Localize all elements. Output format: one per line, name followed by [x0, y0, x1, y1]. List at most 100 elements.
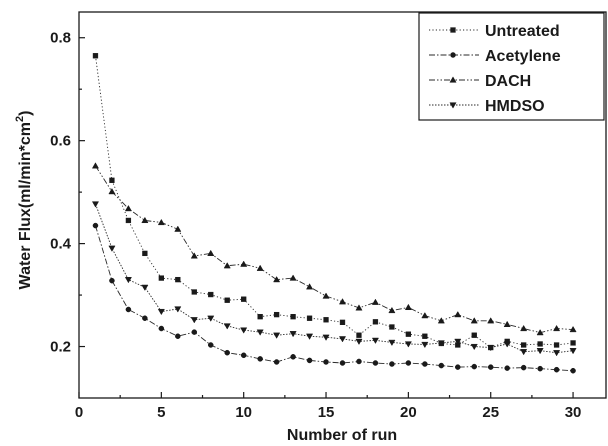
data-point-square — [175, 276, 181, 283]
y-tick-label: 0.4 — [50, 236, 72, 253]
x-axis-title: Number of run — [287, 427, 397, 444]
data-point-circle — [142, 315, 148, 321]
data-point-triangle-down — [470, 343, 478, 351]
data-point-square — [109, 177, 115, 183]
data-point-triangle-up — [91, 162, 100, 169]
data-point-triangle-up — [273, 276, 281, 283]
y-axis-ticks: 0.2 0.4 0.6 0.8 — [50, 30, 85, 356]
plot-area-border — [78, 11, 607, 399]
data-point-circle — [257, 356, 263, 362]
data-point-triangle-up — [404, 303, 412, 311]
data-point-circle — [389, 361, 395, 367]
data-point-circle — [323, 359, 329, 365]
data-point-triangle-down — [124, 277, 132, 284]
data-point-triangle-up — [223, 262, 231, 269]
data-point-square — [356, 332, 362, 338]
data-point-triangle-up — [306, 283, 314, 290]
data-point-triangle-down — [141, 284, 149, 291]
data-point-triangle-up — [470, 317, 478, 324]
data-point-triangle-up — [520, 324, 528, 332]
data-point-triangle-up — [141, 216, 149, 224]
data-point-square — [208, 291, 214, 298]
x-tick-label: 10 — [235, 404, 252, 421]
y-axis-title-main: Water Flux(ml/min*cm — [17, 122, 34, 289]
data-point-triangle-down — [338, 336, 347, 343]
data-point-circle — [438, 362, 445, 369]
data-point-square — [224, 297, 230, 303]
series-layer — [91, 53, 577, 374]
data-point-triangle-down — [553, 350, 561, 357]
data-point-square — [125, 217, 132, 224]
data-point-triangle-down — [273, 332, 281, 339]
data-point-square — [471, 332, 477, 338]
data-point-circle — [405, 360, 412, 366]
data-point-triangle-up — [437, 317, 445, 324]
series-line — [95, 203, 574, 354]
data-point-triangle-down — [536, 348, 544, 355]
legend-label: Acetylene — [485, 48, 561, 65]
data-point-circle — [570, 367, 576, 374]
data-point-triangle-up — [124, 204, 132, 212]
data-point-square — [372, 319, 379, 325]
data-point-triangle-up — [487, 317, 495, 324]
legend-item-untreated: Untreated — [429, 23, 560, 40]
data-point-triangle-up — [190, 252, 198, 259]
data-point-circle — [273, 359, 280, 365]
data-point-triangle-up — [240, 260, 248, 267]
data-point-square — [257, 314, 263, 320]
data-point-circle — [191, 329, 198, 335]
data-point-triangle-down — [454, 338, 462, 346]
data-point-triangle-down — [520, 349, 528, 356]
x-tick-label: 20 — [400, 404, 417, 421]
y-tick-label: 0.8 — [50, 30, 71, 47]
x-tick-label: 0 — [75, 404, 83, 421]
series-dach — [91, 162, 577, 336]
legend-item-dach: DACH — [429, 73, 531, 90]
data-point-triangle-down — [289, 331, 297, 338]
data-point-circle — [450, 52, 456, 58]
data-point-triangle-down — [190, 317, 198, 324]
data-point-square — [158, 275, 164, 281]
data-point-square — [537, 341, 543, 347]
x-tick-label: 5 — [157, 404, 165, 421]
data-point-circle — [537, 365, 543, 372]
data-point-circle — [504, 365, 510, 371]
data-point-square — [273, 311, 280, 318]
legend-box — [418, 12, 605, 121]
series-line — [95, 165, 574, 334]
data-point-circle — [290, 354, 296, 360]
data-point-square — [339, 319, 346, 325]
y-axis-title-superscript: 2 — [14, 116, 26, 122]
data-point-triangle-down — [157, 308, 165, 316]
legend-label: HMDSO — [485, 98, 545, 115]
data-point-triangle-up — [108, 187, 116, 195]
data-point-square — [92, 53, 99, 59]
data-point-triangle-down — [207, 315, 215, 322]
data-point-square — [306, 315, 313, 321]
data-point-square — [323, 317, 329, 323]
legend-item-hmdso: HMDSO — [429, 98, 545, 115]
data-point-circle — [471, 363, 478, 370]
data-point-triangle-up — [449, 76, 457, 83]
data-point-triangle-down — [371, 337, 379, 344]
data-point-circle — [207, 342, 214, 348]
x-tick-label: 30 — [565, 404, 582, 421]
series-acetylene — [92, 222, 576, 374]
data-point-triangle-down — [437, 340, 445, 347]
legend: Untreated Acetylene DACH HMDSO — [418, 12, 605, 121]
data-point-triangle-up — [174, 225, 182, 232]
data-point-square — [405, 331, 412, 337]
data-point-triangle-down — [355, 338, 363, 346]
data-point-circle — [520, 364, 527, 371]
legend-label: Untreated — [485, 23, 560, 40]
data-point-square — [422, 333, 428, 339]
data-point-triangle-down — [322, 334, 330, 341]
data-point-circle — [455, 364, 461, 370]
data-point-circle — [422, 361, 428, 367]
legend-label: DACH — [485, 73, 531, 90]
data-point-circle — [158, 325, 165, 332]
x-axis-ticks: 0 5 10 15 20 25 30 — [75, 392, 582, 421]
data-point-triangle-up — [569, 325, 577, 333]
